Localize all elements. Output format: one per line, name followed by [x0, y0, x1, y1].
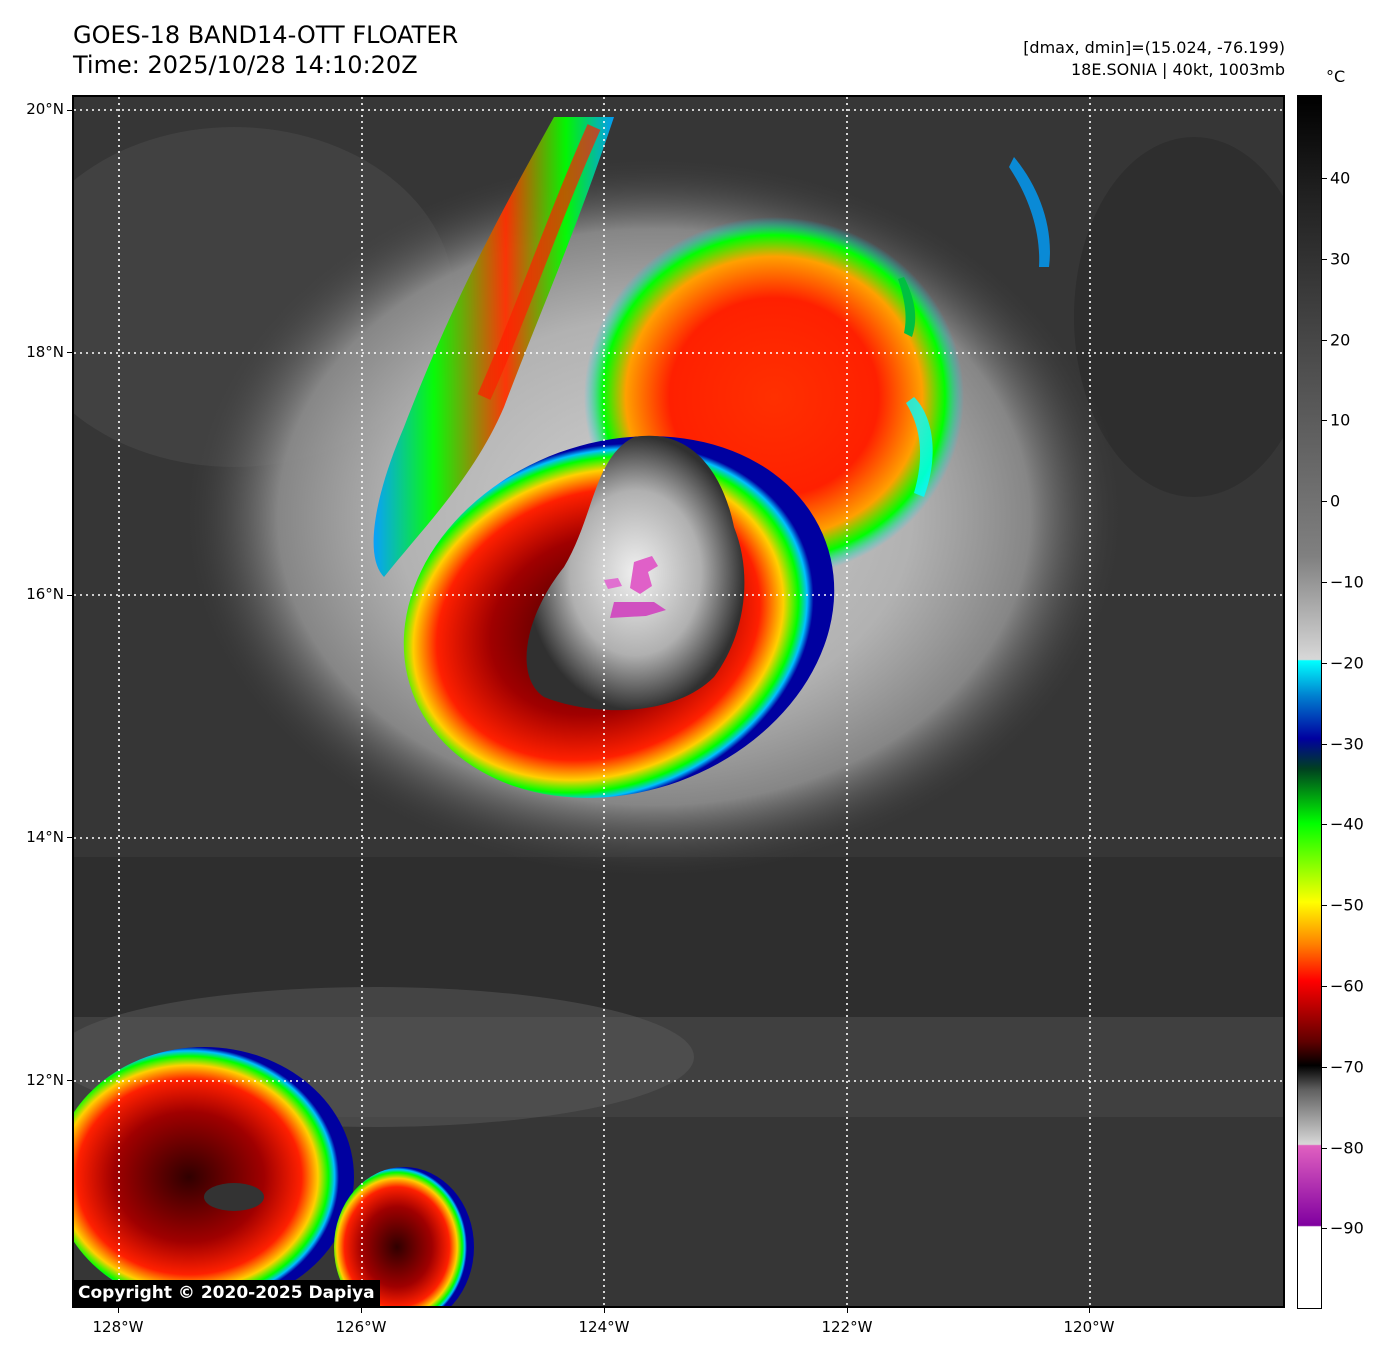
lat-label-16n: 16°N [26, 585, 64, 603]
lat-label-18n: 18°N [26, 343, 64, 361]
lon-tick [604, 1308, 605, 1313]
colorbar-unit: °C [1326, 67, 1346, 86]
colorbar-tick [1322, 339, 1327, 341]
lon-tick [361, 1308, 362, 1313]
colorbar-tick [1322, 662, 1327, 664]
colorbar-tick [1322, 824, 1327, 826]
lat-label-12n: 12°N [26, 1071, 64, 1089]
colorbar-tick-label: −30 [1330, 734, 1364, 754]
satellite-imagery [74, 97, 1283, 1306]
colorbar-tick-label: 20 [1330, 330, 1351, 350]
colorbar-tick-label: 10 [1330, 410, 1351, 430]
colorbar-tick [1322, 258, 1327, 260]
colorbar-tick-label: 0 [1330, 491, 1341, 511]
colorbar-tick [1322, 1228, 1327, 1230]
colorbar-tick-label: −10 [1330, 572, 1364, 592]
lat-tick [67, 837, 72, 838]
colorbar-tick [1322, 178, 1327, 179]
lon-tick [1089, 1308, 1090, 1313]
lon-label-124w: 124°W [578, 1318, 630, 1336]
data-range-label: [dmax, dmin]=(15.024, -76.199) [1023, 38, 1285, 57]
copyright-label: Copyright © 2020-2025 Dapiya [73, 1280, 380, 1307]
lon-label-122w: 122°W [821, 1318, 873, 1336]
lon-tick [118, 1308, 119, 1313]
colorbar-tick [1322, 420, 1327, 422]
colorbar [1297, 95, 1322, 1309]
colorbar-tick [1322, 986, 1327, 987]
storm-info-label: 18E.SONIA | 40kt, 1003mb [1070, 60, 1285, 79]
lat-tick [67, 110, 72, 111]
colorbar-tick [1322, 1066, 1327, 1068]
colorbar-tick-label: −80 [1330, 1138, 1364, 1158]
colorbar-tick [1322, 501, 1327, 503]
colorbar-tick-label: −90 [1330, 1218, 1364, 1238]
colorbar-tick [1322, 743, 1327, 745]
colorbar-tick [1322, 582, 1327, 583]
colorbar-tick [1322, 1147, 1327, 1149]
lat-label-20n: 20°N [26, 100, 64, 118]
colorbar-tick-label: −20 [1330, 653, 1364, 673]
colorbar-tick-label: 40 [1330, 168, 1351, 188]
lat-label-14n: 14°N [26, 828, 64, 846]
colorbar-tick-label: −60 [1330, 976, 1364, 996]
map-title: GOES-18 BAND14-OTT FLOATER [73, 21, 459, 49]
lat-tick [67, 595, 72, 596]
lon-label-120w: 120°W [1063, 1318, 1115, 1336]
lon-tick [847, 1308, 848, 1313]
lat-tick [67, 1080, 72, 1081]
map-time: Time: 2025/10/28 14:10:20Z [73, 51, 418, 79]
colorbar-tick [1322, 905, 1327, 907]
lat-tick [67, 352, 72, 353]
colorbar-tick-label: −70 [1330, 1057, 1364, 1077]
colorbar-tick-label: −50 [1330, 895, 1364, 915]
colorbar-tick-label: −40 [1330, 814, 1364, 834]
colorbar-tick-label: 30 [1330, 249, 1351, 269]
lon-label-128w: 128°W [92, 1318, 144, 1336]
satellite-map[interactable] [72, 95, 1285, 1308]
lon-label-126w: 126°W [335, 1318, 387, 1336]
